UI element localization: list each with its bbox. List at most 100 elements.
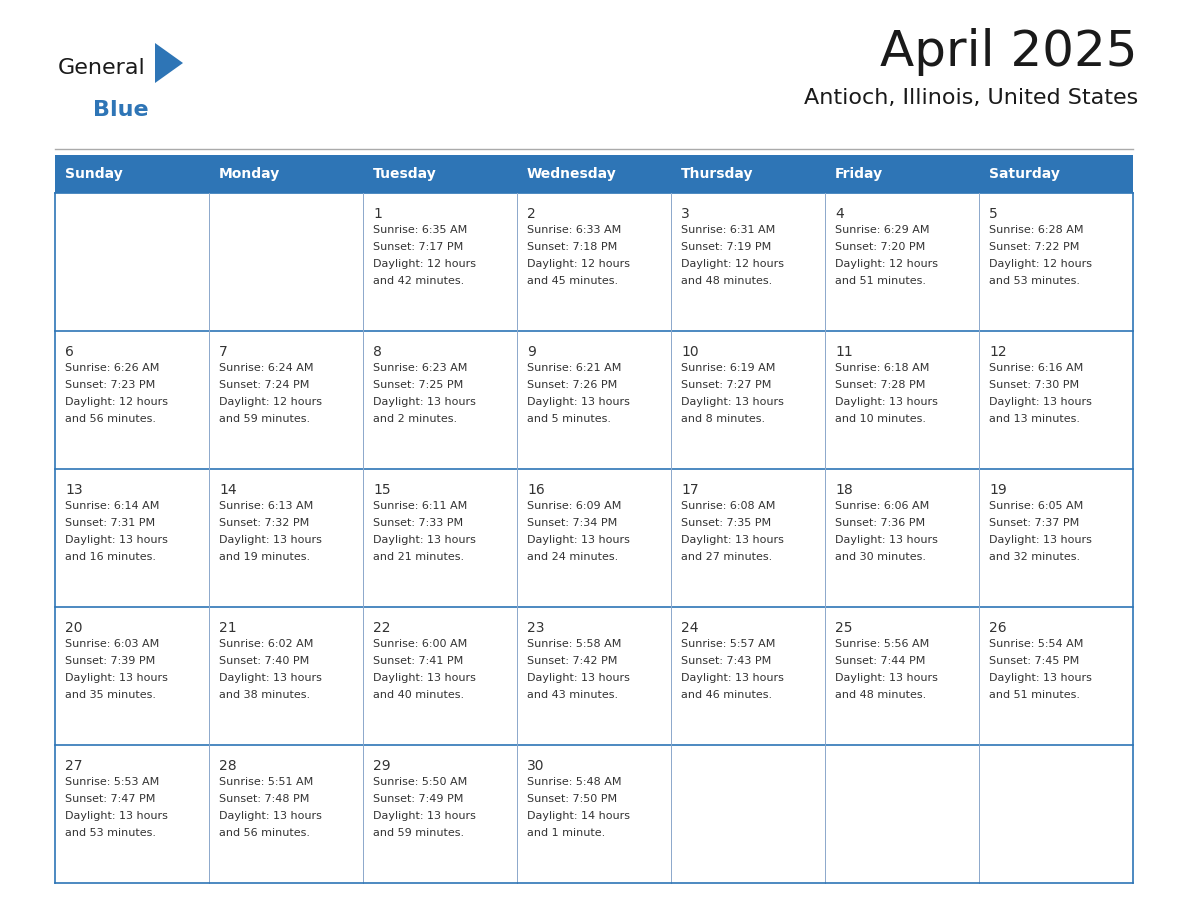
Text: Sunset: 7:40 PM: Sunset: 7:40 PM (219, 656, 309, 666)
Bar (979, 469, 1133, 607)
Text: and 19 minutes.: and 19 minutes. (219, 552, 310, 562)
Text: Sunset: 7:18 PM: Sunset: 7:18 PM (527, 242, 618, 252)
Text: Sunset: 7:37 PM: Sunset: 7:37 PM (988, 518, 1079, 528)
Bar (209, 193, 364, 331)
Bar (979, 745, 1133, 883)
Text: and 8 minutes.: and 8 minutes. (681, 414, 765, 424)
Text: and 1 minute.: and 1 minute. (527, 828, 605, 838)
Text: and 35 minutes.: and 35 minutes. (65, 690, 156, 700)
Text: 21: 21 (219, 621, 236, 635)
Text: Antioch, Illinois, United States: Antioch, Illinois, United States (804, 88, 1138, 108)
Bar (517, 193, 671, 331)
Bar (671, 193, 824, 331)
Bar (517, 331, 671, 469)
Text: and 53 minutes.: and 53 minutes. (988, 276, 1080, 286)
Text: Sunset: 7:30 PM: Sunset: 7:30 PM (988, 380, 1079, 390)
Bar (55, 155, 209, 193)
Bar (364, 155, 517, 193)
Text: Sunset: 7:19 PM: Sunset: 7:19 PM (681, 242, 771, 252)
Bar (824, 469, 979, 607)
Text: Wednesday: Wednesday (527, 167, 617, 181)
Text: Sunset: 7:44 PM: Sunset: 7:44 PM (835, 656, 925, 666)
Text: Sunset: 7:35 PM: Sunset: 7:35 PM (681, 518, 771, 528)
Text: Sunrise: 6:19 AM: Sunrise: 6:19 AM (681, 363, 776, 373)
Text: Sunrise: 6:21 AM: Sunrise: 6:21 AM (527, 363, 621, 373)
Text: Thursday: Thursday (681, 167, 753, 181)
Bar (517, 469, 671, 607)
Text: 2: 2 (527, 207, 536, 221)
Text: Daylight: 13 hours: Daylight: 13 hours (219, 811, 322, 821)
Bar (824, 155, 979, 193)
Polygon shape (154, 43, 183, 83)
Bar (824, 193, 979, 331)
Text: 16: 16 (527, 483, 545, 497)
Bar (671, 607, 824, 745)
Bar (209, 155, 364, 193)
Text: 12: 12 (988, 345, 1006, 359)
Text: and 59 minutes.: and 59 minutes. (373, 828, 465, 838)
Text: Daylight: 13 hours: Daylight: 13 hours (988, 397, 1092, 407)
Text: 24: 24 (681, 621, 699, 635)
Text: 22: 22 (373, 621, 391, 635)
Text: and 32 minutes.: and 32 minutes. (988, 552, 1080, 562)
Text: 26: 26 (988, 621, 1006, 635)
Text: Sunrise: 6:16 AM: Sunrise: 6:16 AM (988, 363, 1083, 373)
Text: Sunset: 7:24 PM: Sunset: 7:24 PM (219, 380, 309, 390)
Text: Sunrise: 6:08 AM: Sunrise: 6:08 AM (681, 501, 776, 511)
Text: Sunrise: 6:33 AM: Sunrise: 6:33 AM (527, 225, 621, 235)
Text: Sunset: 7:27 PM: Sunset: 7:27 PM (681, 380, 771, 390)
Text: and 40 minutes.: and 40 minutes. (373, 690, 465, 700)
Text: 18: 18 (835, 483, 853, 497)
Bar (209, 607, 364, 745)
Bar (209, 331, 364, 469)
Text: 15: 15 (373, 483, 391, 497)
Bar (979, 607, 1133, 745)
Text: Sunrise: 5:54 AM: Sunrise: 5:54 AM (988, 639, 1083, 649)
Text: Sunday: Sunday (65, 167, 122, 181)
Text: Sunrise: 6:26 AM: Sunrise: 6:26 AM (65, 363, 159, 373)
Text: and 16 minutes.: and 16 minutes. (65, 552, 156, 562)
Text: 19: 19 (988, 483, 1006, 497)
Text: and 45 minutes.: and 45 minutes. (527, 276, 618, 286)
Text: 7: 7 (219, 345, 228, 359)
Text: Sunset: 7:45 PM: Sunset: 7:45 PM (988, 656, 1079, 666)
Text: Daylight: 12 hours: Daylight: 12 hours (988, 259, 1092, 269)
Text: and 46 minutes.: and 46 minutes. (681, 690, 772, 700)
Text: 23: 23 (527, 621, 544, 635)
Bar (824, 745, 979, 883)
Text: 11: 11 (835, 345, 853, 359)
Text: Daylight: 13 hours: Daylight: 13 hours (988, 535, 1092, 545)
Text: and 13 minutes.: and 13 minutes. (988, 414, 1080, 424)
Text: 30: 30 (527, 759, 544, 773)
Text: Sunset: 7:23 PM: Sunset: 7:23 PM (65, 380, 156, 390)
Text: Sunrise: 6:28 AM: Sunrise: 6:28 AM (988, 225, 1083, 235)
Bar (364, 331, 517, 469)
Text: Daylight: 13 hours: Daylight: 13 hours (527, 673, 630, 683)
Text: Sunrise: 6:14 AM: Sunrise: 6:14 AM (65, 501, 159, 511)
Text: and 38 minutes.: and 38 minutes. (219, 690, 310, 700)
Text: Sunset: 7:43 PM: Sunset: 7:43 PM (681, 656, 771, 666)
Text: Daylight: 12 hours: Daylight: 12 hours (373, 259, 476, 269)
Text: Sunrise: 5:53 AM: Sunrise: 5:53 AM (65, 777, 159, 787)
Text: Sunset: 7:50 PM: Sunset: 7:50 PM (527, 794, 617, 804)
Text: Sunrise: 5:58 AM: Sunrise: 5:58 AM (527, 639, 621, 649)
Text: Sunrise: 6:31 AM: Sunrise: 6:31 AM (681, 225, 776, 235)
Bar (671, 745, 824, 883)
Text: Daylight: 13 hours: Daylight: 13 hours (527, 535, 630, 545)
Text: Sunset: 7:31 PM: Sunset: 7:31 PM (65, 518, 156, 528)
Text: 5: 5 (988, 207, 998, 221)
Text: Daylight: 13 hours: Daylight: 13 hours (835, 673, 937, 683)
Bar (364, 193, 517, 331)
Text: Daylight: 12 hours: Daylight: 12 hours (681, 259, 784, 269)
Text: Sunset: 7:20 PM: Sunset: 7:20 PM (835, 242, 925, 252)
Bar (209, 745, 364, 883)
Text: 9: 9 (527, 345, 536, 359)
Text: and 42 minutes.: and 42 minutes. (373, 276, 465, 286)
Text: Sunrise: 6:23 AM: Sunrise: 6:23 AM (373, 363, 467, 373)
Text: Daylight: 13 hours: Daylight: 13 hours (373, 535, 476, 545)
Bar (671, 155, 824, 193)
Bar (979, 331, 1133, 469)
Text: Daylight: 12 hours: Daylight: 12 hours (65, 397, 168, 407)
Text: Sunrise: 6:05 AM: Sunrise: 6:05 AM (988, 501, 1083, 511)
Text: Sunrise: 6:18 AM: Sunrise: 6:18 AM (835, 363, 929, 373)
